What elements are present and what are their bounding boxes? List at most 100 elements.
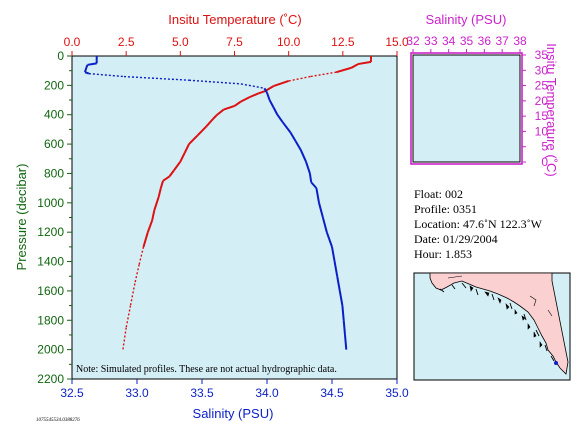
salinity-profile-segment xyxy=(84,71,90,75)
salinity-profile-segment xyxy=(268,99,275,108)
salinity-profile-segment xyxy=(87,62,97,66)
map-coast-detail xyxy=(439,282,555,362)
salinity-profile-segment xyxy=(88,72,125,78)
salinity-profile-segment xyxy=(338,290,344,306)
temperature-profile-segment xyxy=(162,175,171,182)
salinity-profile-segment xyxy=(123,75,190,81)
temperature-profile-segment xyxy=(357,60,372,66)
ts-salinity-tick-label: 35 xyxy=(460,34,474,48)
salinity-profile-segment xyxy=(318,202,324,218)
pressure-tick-label: 1800 xyxy=(37,313,64,327)
salinity-profile-segment xyxy=(341,305,345,321)
date: Date: 01/29/2004 xyxy=(414,232,498,246)
salinity-profile-segment xyxy=(276,114,284,123)
ts-salinity-tick-label: 36 xyxy=(478,34,492,48)
ts-salinity-axis: 32 33 34 35 36 37 38 xyxy=(406,34,527,53)
pressure-tick-label: 1600 xyxy=(37,284,64,298)
temperature-profile-segment xyxy=(151,209,156,221)
salinity-profile-segment xyxy=(336,276,341,292)
profile-plot-area xyxy=(71,55,398,380)
temperature-profile-segment xyxy=(336,66,352,74)
temperature-profile-segment xyxy=(168,169,175,177)
temperature-profile-segment xyxy=(205,118,214,128)
temperature-profile-segment xyxy=(212,114,218,120)
pressure-tick-label: 0 xyxy=(57,49,64,63)
temperature-profile-segment xyxy=(273,80,289,88)
salinity-tick-label: 35.0 xyxy=(385,386,409,400)
salinity-tick-label: 33.5 xyxy=(190,386,214,400)
salinity-profile-segment xyxy=(85,64,89,69)
location: Location: 47.6˚N 122.3˚W xyxy=(414,217,543,231)
location-map xyxy=(413,272,571,381)
pressure-tick-label: 2000 xyxy=(37,343,64,357)
map-coastline-islands xyxy=(469,285,543,348)
pressure-tick-label: 1000 xyxy=(37,196,64,210)
pressure-tick-label: 600 xyxy=(44,137,64,151)
temperature-tick-label: 15.0 xyxy=(385,35,409,49)
temperature-tick-label: 2.5 xyxy=(118,35,135,49)
ts-temperature-tick-label: 5 xyxy=(541,140,548,154)
ts-temperature-tick-label: 15 xyxy=(535,109,549,123)
ts-salinity-tick-label: 33 xyxy=(424,34,438,48)
salinity-profile-segment xyxy=(344,334,348,350)
temperature-profile-segment xyxy=(159,180,164,189)
ts-temperature-axis-title: Insitu Temperature (˚C) xyxy=(544,43,559,176)
temperature-profile-segment xyxy=(223,104,235,111)
temperature-tick-label: 10.0 xyxy=(277,35,301,49)
salinity-profile-segment xyxy=(331,246,336,262)
salinity-profile-segment xyxy=(281,121,292,133)
temperature-profile-segment xyxy=(179,152,186,163)
temperature-profile-segment xyxy=(153,196,160,211)
salinity-tick-label: 34.0 xyxy=(255,386,279,400)
salinity-profile-segment xyxy=(305,161,311,174)
temperature-profile-segment xyxy=(134,264,140,284)
salinity-axis: 32.5 33.0 33.5 34.0 34.5 35.0 xyxy=(60,379,409,400)
pressure-tick-label: 2200 xyxy=(37,372,64,386)
ts-temperature-tick-label: 0 xyxy=(541,155,548,169)
salinity-tick-label: 33.0 xyxy=(125,386,149,400)
pressure-tick-label: 200 xyxy=(44,78,64,92)
profile-plot: Note: Simulated profiles. These are not … xyxy=(14,12,409,421)
salinity-profile-segment xyxy=(84,67,88,73)
salinity-profile-segment xyxy=(321,217,328,233)
temperature-profile-segment xyxy=(183,143,190,154)
salinity-profile-segment xyxy=(266,92,271,101)
salinity-profile-segment xyxy=(294,140,302,151)
temperature-profile-segment xyxy=(233,100,242,107)
salinity-profile-segment xyxy=(299,149,307,163)
temperature-profile-segment xyxy=(173,161,182,172)
map-inland-line xyxy=(447,275,553,317)
hour: Hour: 1.853 xyxy=(414,247,472,261)
temperature-profile-segment xyxy=(142,231,149,248)
ts-salinity-tick-label: 34 xyxy=(442,34,456,48)
pressure-tick-label: 1400 xyxy=(37,255,64,269)
salinity-profile-segment xyxy=(342,320,346,336)
salinity-profile-segment xyxy=(263,87,268,94)
temperature-profile-segment xyxy=(157,187,162,198)
salinity-profile-segment xyxy=(325,231,333,248)
temperature-profile-segment xyxy=(196,125,208,136)
temperature-axis-title: Insitu Temperature (˚C) xyxy=(168,12,301,27)
ts-temperature-tick-label: 25 xyxy=(535,79,549,93)
ts-salinity-tick-label: 37 xyxy=(495,34,509,48)
temperature-profile-segment xyxy=(146,220,154,233)
ts-salinity-tick-label: 32 xyxy=(406,34,420,48)
salinity-profile-segment xyxy=(315,187,320,203)
temperature-tick-label: 7.5 xyxy=(226,35,243,49)
temperature-profile-segment xyxy=(249,92,259,99)
salinity-profile-segment xyxy=(333,261,339,277)
float-location-marker xyxy=(554,361,558,365)
temperature-profile-segment xyxy=(188,134,199,145)
ts-temperature-tick-label: 35 xyxy=(535,48,549,62)
salinity-profile-segment xyxy=(188,79,242,85)
temperature-tick-label: 5.0 xyxy=(172,35,189,49)
salinity-profile-segment xyxy=(310,181,318,189)
salinity-profile-segment xyxy=(308,173,313,183)
temperature-axis: 0.0 2.5 5.0 7.5 10.0 12.5 15.0 xyxy=(64,35,409,56)
salinity-tick-label: 32.5 xyxy=(60,386,84,400)
salinity-axis-title: Salinity (PSU) xyxy=(193,406,274,421)
ts-temperature-tick-label: 30 xyxy=(535,63,549,77)
footer-id: 1075545534.0388276 xyxy=(36,418,80,423)
